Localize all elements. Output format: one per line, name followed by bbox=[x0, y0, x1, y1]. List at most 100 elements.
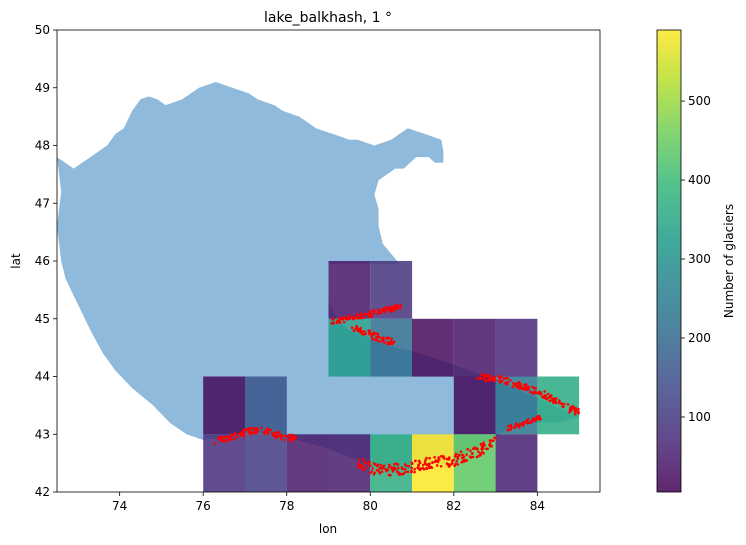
glacier-point bbox=[274, 436, 278, 440]
glacier-point bbox=[227, 438, 230, 441]
glacier-point bbox=[366, 462, 370, 466]
glacier-point bbox=[516, 383, 519, 386]
glacier-point bbox=[493, 375, 497, 379]
x-tick-label: 76 bbox=[196, 499, 211, 513]
glacier-point bbox=[524, 383, 527, 387]
glacier-point bbox=[526, 418, 530, 421]
glacier-point bbox=[479, 452, 482, 456]
glacier-point bbox=[402, 472, 406, 476]
heatmap-cell bbox=[495, 434, 538, 492]
glacier-point bbox=[377, 470, 381, 473]
glacier-point bbox=[550, 398, 553, 402]
glacier-point bbox=[377, 340, 381, 343]
glacier-point bbox=[484, 380, 488, 383]
glacier-point bbox=[395, 307, 399, 311]
glacier-point bbox=[413, 470, 416, 474]
glacier-point bbox=[481, 447, 485, 451]
glacier-point bbox=[506, 428, 510, 432]
glacier-point bbox=[518, 423, 522, 427]
glacier-point bbox=[344, 317, 348, 321]
y-tick-label: 50 bbox=[35, 23, 50, 37]
glacier-point bbox=[459, 450, 463, 454]
glacier-point bbox=[424, 459, 427, 462]
glacier-point bbox=[417, 464, 420, 468]
glacier-point bbox=[468, 455, 472, 458]
glacier-point bbox=[487, 379, 490, 382]
glacier-point bbox=[239, 431, 243, 434]
heatmap-cell bbox=[328, 261, 371, 319]
glacier-point bbox=[396, 470, 399, 473]
heatmap-cell bbox=[453, 376, 496, 435]
colorbar-frame bbox=[656, 29, 682, 493]
glacier-point bbox=[374, 338, 377, 342]
glacier-point bbox=[482, 452, 485, 455]
glacier-point bbox=[359, 331, 362, 334]
glacier-point bbox=[352, 329, 356, 333]
glacier-point bbox=[217, 437, 220, 441]
glacier-point bbox=[534, 418, 537, 422]
glacier-point bbox=[471, 455, 475, 459]
glacier-point bbox=[397, 473, 401, 476]
glacier-point bbox=[383, 310, 387, 314]
glacier-point bbox=[359, 316, 362, 319]
colorbar-tick-label: 500 bbox=[688, 94, 711, 108]
glacier-point bbox=[448, 465, 451, 468]
x-tick-label: 84 bbox=[530, 499, 545, 513]
heatmap-cell bbox=[370, 318, 413, 377]
glacier-point bbox=[552, 397, 555, 400]
glacier-point bbox=[272, 434, 275, 437]
glacier-point bbox=[363, 330, 366, 333]
glacier-point bbox=[482, 376, 486, 379]
glacier-point bbox=[248, 431, 252, 435]
glacier-point bbox=[474, 447, 478, 451]
glacier-point bbox=[220, 438, 224, 442]
glacier-point bbox=[494, 437, 498, 440]
glacier-point bbox=[461, 453, 464, 457]
glacier-point bbox=[234, 431, 237, 435]
glacier-point bbox=[280, 435, 283, 439]
glacier-point bbox=[382, 309, 385, 312]
glacier-point bbox=[236, 435, 239, 439]
glacier-point bbox=[289, 440, 293, 443]
glacier-point bbox=[479, 442, 483, 446]
heatmap-cell bbox=[245, 376, 287, 435]
glacier-point bbox=[332, 318, 335, 321]
glacier-point bbox=[552, 400, 555, 403]
glacier-point bbox=[368, 315, 372, 319]
glacier-point bbox=[359, 326, 363, 330]
glacier-point bbox=[380, 337, 384, 340]
glacier-point bbox=[460, 456, 464, 460]
glacier-point bbox=[357, 458, 360, 462]
glacier-point bbox=[488, 374, 491, 378]
glacier-point bbox=[478, 376, 482, 379]
x-axis-ticks: 74 76 78 80 82 84 bbox=[112, 492, 545, 513]
glacier-point bbox=[362, 468, 366, 472]
glacier-point bbox=[337, 317, 341, 320]
glacier-point bbox=[561, 405, 564, 409]
glacier-point bbox=[250, 427, 253, 430]
glacier-point bbox=[511, 385, 514, 389]
heatmap-cell bbox=[203, 376, 245, 435]
glacier-point bbox=[341, 318, 345, 321]
glacier-point bbox=[448, 456, 451, 459]
glacier-point bbox=[248, 427, 251, 430]
glacier-point bbox=[509, 424, 512, 428]
glacier-point bbox=[531, 391, 534, 394]
glacier-point bbox=[391, 470, 395, 473]
glacier-point bbox=[509, 379, 512, 382]
y-tick-label: 45 bbox=[35, 312, 50, 326]
glacier-point bbox=[255, 428, 259, 432]
glacier-point bbox=[393, 462, 396, 466]
glacier-point bbox=[562, 402, 566, 406]
glacier-point bbox=[227, 435, 231, 439]
glacier-point bbox=[347, 314, 350, 317]
y-tick-label: 47 bbox=[35, 196, 50, 210]
glacier-point bbox=[380, 470, 384, 474]
glacier-point bbox=[538, 390, 542, 394]
glacier-point bbox=[379, 464, 383, 467]
glacier-point bbox=[370, 335, 373, 339]
glacier-point bbox=[399, 307, 402, 310]
glacier-point bbox=[386, 468, 390, 471]
glacier-point bbox=[457, 453, 460, 457]
